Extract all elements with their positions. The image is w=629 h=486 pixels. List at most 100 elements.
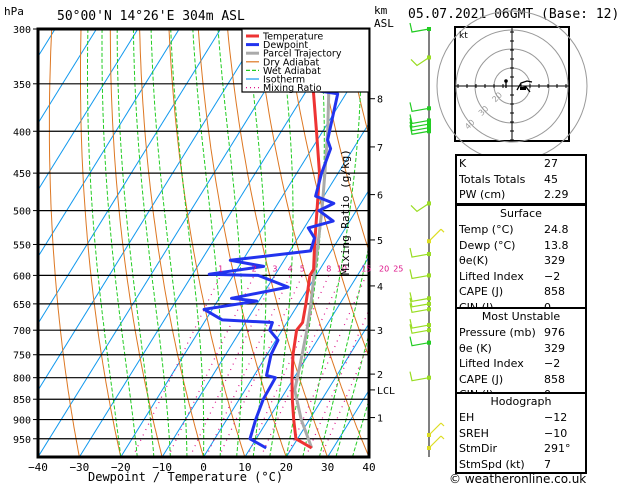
dry-adiabat-line xyxy=(609,29,629,457)
height-tick-label: 8 xyxy=(377,95,383,106)
height-axis: 8 7 6 5 4 3 2 LCL 1 xyxy=(369,95,395,425)
hodograph-storm-motion xyxy=(520,87,526,90)
wind-barb xyxy=(409,269,430,280)
profiles xyxy=(202,29,340,450)
surface-row: Dewp (°C) 13.8 xyxy=(459,238,569,252)
hodograph-surface-point xyxy=(504,79,508,83)
wind-barb xyxy=(409,125,430,135)
pressure-tick-label: 450 xyxy=(13,169,31,180)
pressure-tick-label: 850 xyxy=(13,395,31,406)
surface-row: Temp (°C) 24.8 xyxy=(459,223,569,237)
wind-barb xyxy=(409,324,430,334)
hodograph-row: EH −12 xyxy=(459,411,568,425)
pressure-tick-label: 600 xyxy=(13,271,31,282)
pressure-tick-label: 300 xyxy=(13,25,31,36)
hodograph-table: Hodograph EH −12 SREH −10 StmDir 291° StmSp… xyxy=(455,392,587,474)
surface-row: θe(K) 329 xyxy=(459,254,565,268)
plot-frame xyxy=(36,27,371,459)
general-indices-table: K 27 Totals Totals 45 PW (cm) 2.29 xyxy=(455,154,587,205)
temperature-tick-label: 10 xyxy=(238,461,251,474)
location-title: 50°00'N 14°26'E 304m ASL xyxy=(57,9,245,24)
dewpoint-line xyxy=(202,29,340,450)
pressure-tick-label: 400 xyxy=(13,127,31,138)
isotherm-line xyxy=(203,189,369,457)
pressure-unit-label: hPa xyxy=(4,5,24,18)
height-tick-label: 4 xyxy=(377,282,383,293)
pressure-tick-label: 500 xyxy=(13,207,31,218)
wind-barb xyxy=(409,371,430,382)
hodograph-title: Hodograph xyxy=(490,395,552,408)
temperature-tick-label: −20 xyxy=(111,461,131,474)
copyright-credit[interactable]: © weatheronline.co.uk xyxy=(449,472,587,486)
hodograph-row: StmSpd (kt) 7 xyxy=(459,457,551,471)
wind-barb xyxy=(409,318,430,329)
pressure-tick-label: 750 xyxy=(13,351,31,362)
dry-adiabat-line xyxy=(139,29,204,457)
wind-barb xyxy=(409,292,430,303)
dry-adiabat-line xyxy=(109,29,163,457)
isotherm-line xyxy=(38,29,97,125)
height-tick-label: 5 xyxy=(377,236,383,247)
pressure-axis: 300 350 400 450 500 550 600 650 700 750 800 850 900 9… xyxy=(13,25,38,446)
temperature-line xyxy=(290,29,321,450)
isotherm-line xyxy=(38,29,139,192)
most-unstable-title: Most Unstable xyxy=(481,310,561,323)
surface-title: Surface xyxy=(500,207,542,220)
pressure-tick-label: 900 xyxy=(13,416,31,427)
legend-label: Dewpoint xyxy=(263,40,308,51)
wind-barb xyxy=(409,303,430,313)
mixing-ratio-label: 1 xyxy=(218,264,223,273)
pressure-tick-label: 550 xyxy=(13,240,31,251)
wet-adiabat-line xyxy=(150,29,188,457)
dry-adiabat-line xyxy=(80,29,122,457)
dry-adiabat-line xyxy=(315,29,369,253)
mixing-ratio-label: 20 xyxy=(379,264,389,273)
most-unstable-row: CAPE (J) 858 xyxy=(459,372,565,386)
mixing-ratio-line xyxy=(320,341,369,457)
hodograph-row: StmDir 291° xyxy=(459,442,571,456)
wind-barb xyxy=(409,22,430,33)
wind-barb xyxy=(428,228,445,242)
dry-adiabat-line xyxy=(48,29,80,457)
wet-adiabat-line xyxy=(101,29,138,457)
mixing-ratio-label: 4 xyxy=(288,264,293,273)
mixing-ratio-label: 3 xyxy=(272,264,277,273)
mixing-ratio-labels: 1 2 3 4 5 8 10 15 20 25 xyxy=(218,264,403,273)
isotherm-line xyxy=(38,29,180,258)
index-row-totals: Totals Totals 45 xyxy=(459,172,558,186)
wet-adiabat-line xyxy=(351,398,369,457)
wet-adiabat-line xyxy=(87,29,122,457)
temperature-tick-label: −40 xyxy=(28,461,48,474)
mixing-ratio-label: 2 xyxy=(252,264,257,273)
wind-barb xyxy=(428,435,445,449)
legend-label: Wet Adiabat xyxy=(263,66,321,77)
wind-barb xyxy=(428,422,445,436)
isotherm-line xyxy=(78,29,346,457)
pressure-tick-label: 350 xyxy=(13,80,31,91)
isotherm-line xyxy=(120,55,369,457)
temperature-tick-label: 0 xyxy=(200,461,207,474)
height-unit-km: km xyxy=(374,4,388,17)
height-tick-label: LCL xyxy=(377,386,395,397)
surface-table: Surface Temp (°C) 24.8 Dewp (°C) 13.8 θe(K… xyxy=(455,204,587,317)
hodograph-unit-label: kt xyxy=(459,31,468,41)
wind-barb xyxy=(409,336,430,347)
pressure-tick-label: 700 xyxy=(13,326,31,337)
isotherm-line xyxy=(161,122,369,457)
hodograph-row: SREH −10 xyxy=(459,426,568,440)
temperature-tick-label: −10 xyxy=(152,461,172,474)
temperature-tick-label: 20 xyxy=(280,461,293,474)
mixing-ratio-label: 5 xyxy=(300,264,305,273)
legend-label: Mixing Ratio xyxy=(263,83,322,94)
wind-barb xyxy=(409,102,430,113)
mixing-ratio-label: 10 xyxy=(337,264,347,273)
isotherm-line xyxy=(285,322,369,457)
height-tick-label: 6 xyxy=(377,191,383,202)
wind-barb xyxy=(409,297,430,308)
isotherm-line xyxy=(38,29,222,325)
height-tick-label: 7 xyxy=(377,143,383,154)
x-axis-title: Dewpoint / Temperature (°C) xyxy=(88,470,284,484)
